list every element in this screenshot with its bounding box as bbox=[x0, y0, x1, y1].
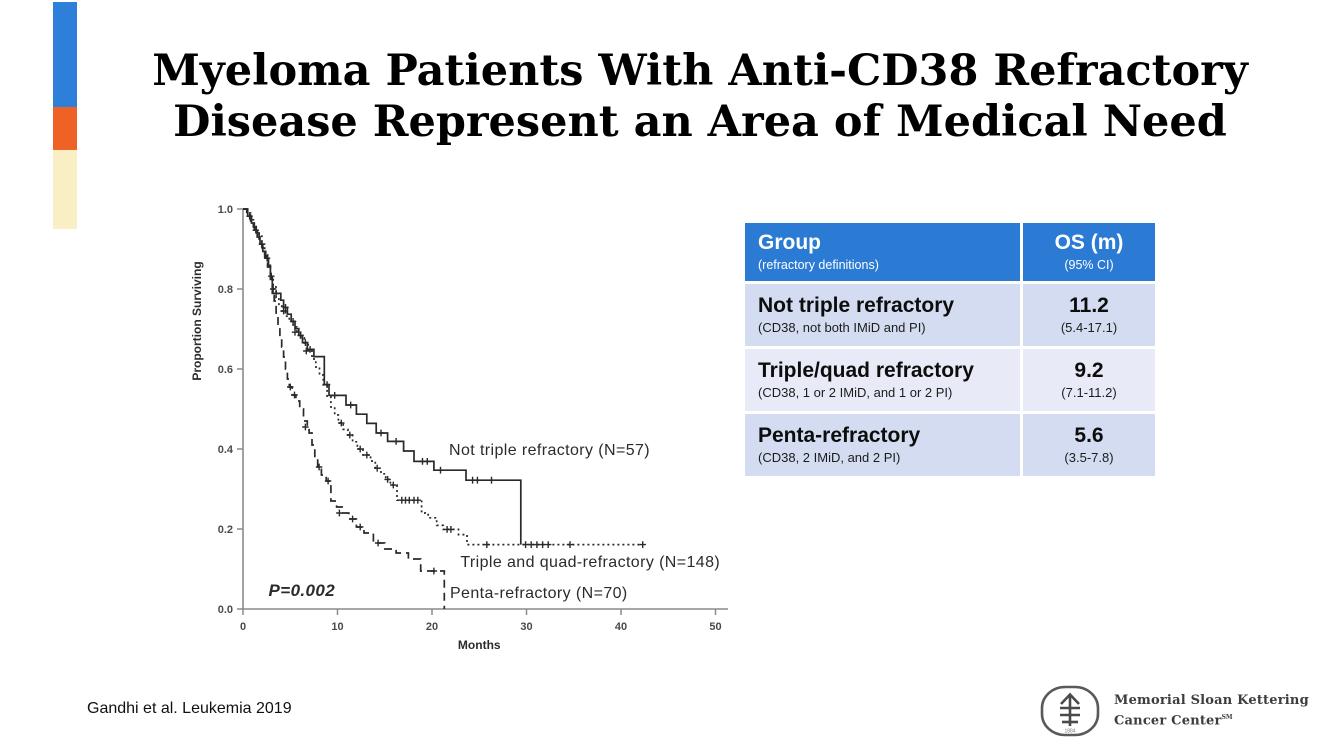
row-cell-group: Triple/quad refractory (CD38, 1 or 2 IMi… bbox=[745, 349, 1020, 411]
row-group-name: Penta-refractory bbox=[758, 423, 921, 447]
row-os-ci: (5.4-17.1) bbox=[1060, 320, 1118, 336]
censor-marks-dashed bbox=[270, 285, 438, 575]
x-tick-label: 50 bbox=[709, 621, 721, 633]
row-group-definition: (CD38, 1 or 2 IMiD, and 1 or 2 PI) bbox=[758, 385, 953, 401]
km-curve-dotted bbox=[243, 208, 643, 546]
row-group-definition: (CD38, 2 IMiD, and 2 PI) bbox=[758, 450, 901, 466]
accent-bar-blue bbox=[53, 2, 77, 107]
row-group-definition: (CD38, not both IMiD and PI) bbox=[758, 320, 926, 336]
y-tick-label: 0.4 bbox=[218, 444, 234, 456]
table-row: Triple/quad refractory (CD38, 1 or 2 IMi… bbox=[745, 349, 1155, 411]
header-os-sublabel: (95% CI) bbox=[1064, 257, 1114, 272]
msk-logotype-line1: Memorial Sloan Kettering bbox=[1114, 693, 1309, 709]
slide-title-line1: Myeloma Patients With Anti-CD38 Refracto… bbox=[152, 46, 1248, 96]
censor-marks-dotted bbox=[268, 272, 646, 548]
row-group-name: Not triple refractory bbox=[758, 293, 955, 317]
slide-title: Myeloma Patients With Anti-CD38 Refracto… bbox=[120, 46, 1280, 148]
x-axis-title: Months bbox=[458, 638, 501, 652]
header-os-label: OS (m) bbox=[1054, 231, 1124, 255]
row-os-value: 9.2 bbox=[1074, 358, 1104, 382]
citation: Gandhi et al. Leukemia 2019 bbox=[87, 700, 292, 717]
row-os-value: 11.2 bbox=[1069, 293, 1109, 317]
row-group-name: Triple/quad refractory bbox=[758, 358, 974, 382]
km-survival-chart: 0.0 0.2 0.4 0.6 0.8 1.0 0 10 20 30 40 50 Months Propo… bbox=[186, 190, 746, 662]
y-tick-label: 0.8 bbox=[218, 284, 233, 296]
x-tick-label: 20 bbox=[426, 621, 438, 633]
header-group-sublabel: (refractory definitions) bbox=[758, 257, 879, 272]
x-tick-label: 30 bbox=[520, 621, 532, 633]
curve-label: Not triple refractory (N=57) bbox=[449, 442, 650, 459]
table-header-row: Group (refractory definitions) OS (m) (9… bbox=[745, 223, 1155, 281]
y-tick-label: 0.6 bbox=[218, 364, 233, 376]
y-tick-label: 1.0 bbox=[218, 204, 233, 216]
axes bbox=[242, 209, 728, 610]
y-tick-label: 0.2 bbox=[218, 524, 233, 536]
x-tick-label: 10 bbox=[331, 621, 343, 633]
service-mark: SM bbox=[1221, 714, 1233, 722]
msk-logo: 1884 Memorial Sloan Kettering Cancer Cen… bbox=[1038, 680, 1309, 742]
row-cell-os: 5.6 (3.5-7.8) bbox=[1023, 414, 1155, 476]
msk-logotype: Memorial Sloan Kettering Cancer CenterSM bbox=[1114, 692, 1309, 729]
curve-label: Penta-refractory (N=70) bbox=[450, 585, 628, 602]
row-cell-os: 9.2 (7.1-11.2) bbox=[1023, 349, 1155, 411]
row-cell-group: Not triple refractory (CD38, not both IM… bbox=[745, 284, 1020, 346]
os-summary-table: Group (refractory definitions) OS (m) (9… bbox=[745, 223, 1155, 479]
header-group-label: Group bbox=[758, 231, 821, 255]
logo-year: 1884 bbox=[1064, 729, 1075, 735]
p-value-annotation: P=0.002 bbox=[269, 581, 336, 600]
row-cell-os: 11.2 (5.4-17.1) bbox=[1023, 284, 1155, 346]
row-cell-group: Penta-refractory (CD38, 2 IMiD, and 2 PI… bbox=[745, 414, 1020, 476]
header-cell-group: Group (refractory definitions) bbox=[745, 223, 1020, 281]
curve-label: Triple and quad-refractory (N=148) bbox=[460, 554, 720, 571]
km-curve-solid bbox=[243, 208, 522, 545]
y-axis-title: Proportion Surviving bbox=[190, 261, 204, 380]
table-row: Penta-refractory (CD38, 2 IMiD, and 2 PI… bbox=[745, 414, 1155, 476]
slide-title-line2: Disease Represent an Area of Medical Nee… bbox=[173, 97, 1227, 147]
header-cell-os: OS (m) (95% CI) bbox=[1023, 223, 1155, 281]
x-tick-label: 0 bbox=[240, 621, 246, 633]
row-os-value: 5.6 bbox=[1074, 423, 1104, 447]
msk-spot-icon: 1884 bbox=[1040, 685, 1100, 737]
accent-bar-cream bbox=[53, 150, 77, 229]
km-curve-dashed bbox=[243, 208, 446, 609]
row-os-ci: (7.1-11.2) bbox=[1061, 385, 1117, 401]
x-tick-label: 40 bbox=[615, 621, 627, 633]
km-chart: 0.0 0.2 0.4 0.6 0.8 1.0 0 10 20 30 40 50 Months Propo… bbox=[190, 204, 728, 652]
accent-bar-orange bbox=[53, 107, 77, 150]
y-tick-label: 0.0 bbox=[218, 604, 233, 616]
row-os-ci: (3.5-7.8) bbox=[1064, 450, 1114, 466]
table-row: Not triple refractory (CD38, not both IM… bbox=[745, 284, 1155, 346]
msk-logotype-line2: Cancer CenterSM bbox=[1114, 713, 1233, 729]
